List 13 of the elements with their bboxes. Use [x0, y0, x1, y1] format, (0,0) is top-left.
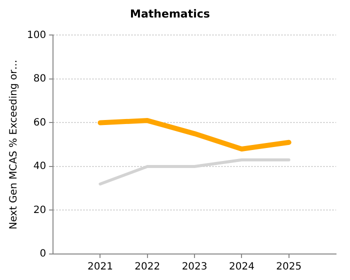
y-tick-label: 80 — [33, 74, 46, 85]
y-tick-label: 60 — [33, 117, 46, 128]
y-tick-label: 20 — [33, 204, 46, 216]
x-tick-label: 2022 — [134, 262, 160, 273]
y-tick-label: 40 — [33, 161, 46, 172]
chart-title: Mathematics — [130, 7, 210, 20]
y-axis-title: Next Gen MCAS % Exceeding or… — [8, 60, 20, 230]
x-tick-label: 2025 — [276, 262, 302, 273]
y-tick-label: 0 — [40, 248, 46, 260]
x-tick-label: 2021 — [88, 262, 113, 273]
y-tick-label: 100 — [26, 30, 46, 41]
x-tick-label: 2023 — [182, 262, 208, 273]
x-tick-label: 2024 — [228, 262, 254, 273]
